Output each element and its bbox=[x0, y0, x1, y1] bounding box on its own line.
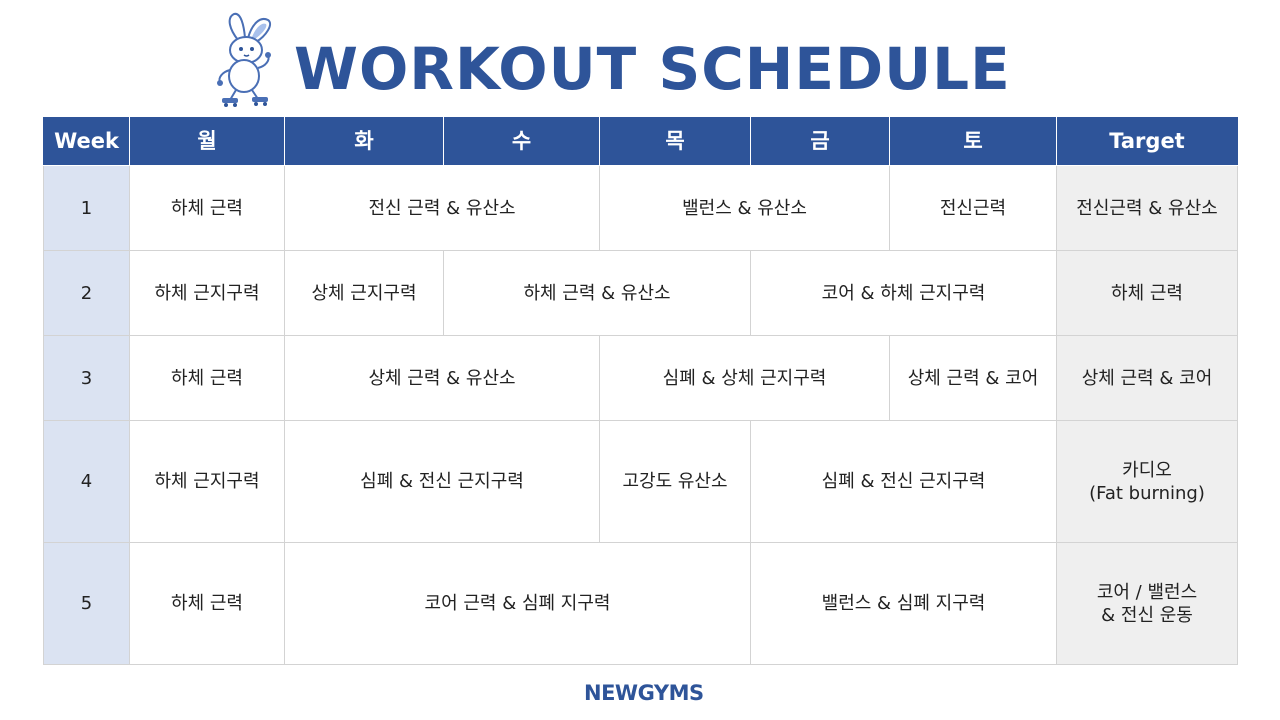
schedule-cell: 심폐 & 전신 근지구력 bbox=[750, 420, 1057, 543]
target-line: 카디오 bbox=[1122, 459, 1172, 481]
week-number: 3 bbox=[43, 335, 130, 421]
header-saturday: 토 bbox=[889, 117, 1057, 166]
target-cell: 하체 근력 bbox=[1056, 250, 1238, 336]
target-cell: 카디오 (Fat burning) bbox=[1056, 420, 1238, 543]
schedule-cell: 전신 근력 & 유산소 bbox=[284, 165, 600, 251]
schedule-cell: 코어 근력 & 심폐 지구력 bbox=[284, 542, 751, 665]
target-cell: 코어 / 밸런스 & 전신 운동 bbox=[1056, 542, 1238, 665]
header-thursday: 목 bbox=[599, 117, 751, 166]
target-cell: 상체 근력 & 코어 bbox=[1056, 335, 1238, 421]
target-line: & 전신 운동 bbox=[1101, 604, 1193, 626]
schedule-cell: 심폐 & 전신 근지구력 bbox=[284, 420, 600, 543]
header-wednesday: 수 bbox=[443, 117, 600, 166]
schedule-cell: 심폐 & 상체 근지구력 bbox=[599, 335, 890, 421]
table-row: 5 하체 근력 코어 근력 & 심폐 지구력 밸런스 & 심폐 지구력 코어 /… bbox=[43, 542, 1238, 665]
page-title: WORKOUT SCHEDULE bbox=[294, 35, 1011, 103]
schedule-cell: 밸런스 & 유산소 bbox=[599, 165, 890, 251]
schedule-cell: 하체 근지구력 bbox=[129, 420, 285, 543]
header-week: Week bbox=[43, 117, 130, 166]
schedule-cell: 하체 근력 bbox=[129, 542, 285, 665]
schedule-cell: 하체 근력 bbox=[129, 335, 285, 421]
schedule-cell: 전신근력 bbox=[889, 165, 1057, 251]
week-number: 5 bbox=[43, 542, 130, 665]
schedule-cell: 하체 근력 & 유산소 bbox=[443, 250, 751, 336]
schedule-cell: 하체 근력 bbox=[129, 165, 285, 251]
target-cell: 전신근력 & 유산소 bbox=[1056, 165, 1238, 251]
header-monday: 월 bbox=[129, 117, 285, 166]
table-row: 4 하체 근지구력 심폐 & 전신 근지구력 고강도 유산소 심폐 & 전신 근… bbox=[43, 420, 1238, 543]
target-line: 코어 / 밸런스 bbox=[1096, 581, 1198, 603]
week-number: 1 bbox=[43, 165, 130, 251]
schedule-cell: 밸런스 & 심폐 지구력 bbox=[750, 542, 1057, 665]
header-friday: 금 bbox=[750, 117, 890, 166]
workout-schedule-table: Week 월 화 수 목 금 토 Target 1 하체 근력 전신 근력 & … bbox=[43, 117, 1238, 665]
week-number: 4 bbox=[43, 420, 130, 543]
page-header: WORKOUT SCHEDULE bbox=[0, 0, 1280, 112]
week-number: 2 bbox=[43, 250, 130, 336]
table-row: 3 하체 근력 상체 근력 & 유산소 심폐 & 상체 근지구력 상체 근력 &… bbox=[43, 335, 1238, 421]
header-tuesday: 화 bbox=[284, 117, 444, 166]
schedule-cell: 고강도 유산소 bbox=[599, 420, 751, 543]
schedule-cell: 상체 근지구력 bbox=[284, 250, 444, 336]
schedule-cell: 상체 근력 & 유산소 bbox=[284, 335, 600, 421]
schedule-cell: 하체 근지구력 bbox=[129, 250, 285, 336]
schedule-cell: 코어 & 하체 근지구력 bbox=[750, 250, 1057, 336]
table-row: 1 하체 근력 전신 근력 & 유산소 밸런스 & 유산소 전신근력 전신근력 … bbox=[43, 165, 1238, 251]
rabbit-mascot-icon bbox=[217, 12, 272, 107]
schedule-cell: 상체 근력 & 코어 bbox=[889, 335, 1057, 421]
header-row: Week 월 화 수 목 금 토 Target bbox=[43, 117, 1238, 166]
header-target: Target bbox=[1056, 117, 1238, 166]
table-row: 2 하체 근지구력 상체 근지구력 하체 근력 & 유산소 코어 & 하체 근지… bbox=[43, 250, 1238, 336]
brand-logo: NEWGYMS bbox=[584, 681, 704, 705]
target-line: (Fat burning) bbox=[1089, 482, 1205, 504]
